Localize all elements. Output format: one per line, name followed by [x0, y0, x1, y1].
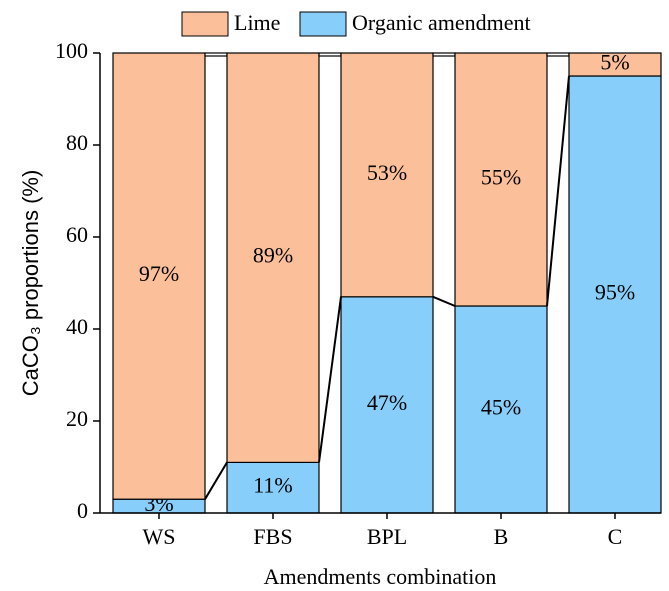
- value-label: 89%: [253, 243, 293, 268]
- x-axis-label: Amendments combination: [264, 564, 497, 589]
- value-label: 97%: [139, 261, 179, 286]
- legend-swatch: [299, 11, 347, 37]
- value-label: 5%: [600, 50, 629, 75]
- bar-segment: [112, 52, 206, 500]
- bar-segment: [226, 52, 320, 463]
- bar-segment: [454, 305, 548, 514]
- value-label: 55%: [481, 165, 521, 190]
- gap-top: [546, 52, 570, 57]
- gap-top: [204, 52, 228, 57]
- connector: [318, 296, 342, 463]
- gap-top: [318, 52, 342, 57]
- legend-label: Lime: [234, 10, 280, 35]
- y-tick-label: 80: [66, 130, 88, 155]
- value-label: 11%: [253, 473, 293, 498]
- bar-segment: [340, 52, 434, 298]
- connector: [432, 295, 456, 307]
- value-label: 47%: [367, 390, 407, 415]
- y-tick-label: 100: [55, 38, 88, 63]
- y-tick-label: 0: [77, 498, 88, 523]
- bar-segment: [568, 52, 662, 77]
- x-tick-label: BPL: [367, 524, 407, 549]
- bar-segment: [454, 52, 548, 307]
- x-tick-label: FBS: [253, 524, 292, 549]
- y-tick-label: 20: [66, 406, 88, 431]
- legend-label: Organic amendment: [352, 10, 531, 35]
- x-tick-label: B: [494, 524, 509, 549]
- y-tick-label: 40: [66, 314, 88, 339]
- value-label: 95%: [595, 280, 635, 305]
- x-tick-label: WS: [143, 524, 176, 549]
- x-tick-label: C: [608, 524, 623, 549]
- bar-segment: [340, 296, 434, 514]
- connector: [546, 75, 570, 307]
- legend-swatch: [181, 11, 229, 37]
- value-label: 53%: [367, 160, 407, 185]
- connector: [204, 461, 228, 500]
- y-tick-label: 60: [66, 222, 88, 247]
- y-axis-label: CaCO₃ proportions (%): [18, 170, 43, 397]
- value-label: 45%: [481, 395, 521, 420]
- gap-top: [432, 52, 456, 57]
